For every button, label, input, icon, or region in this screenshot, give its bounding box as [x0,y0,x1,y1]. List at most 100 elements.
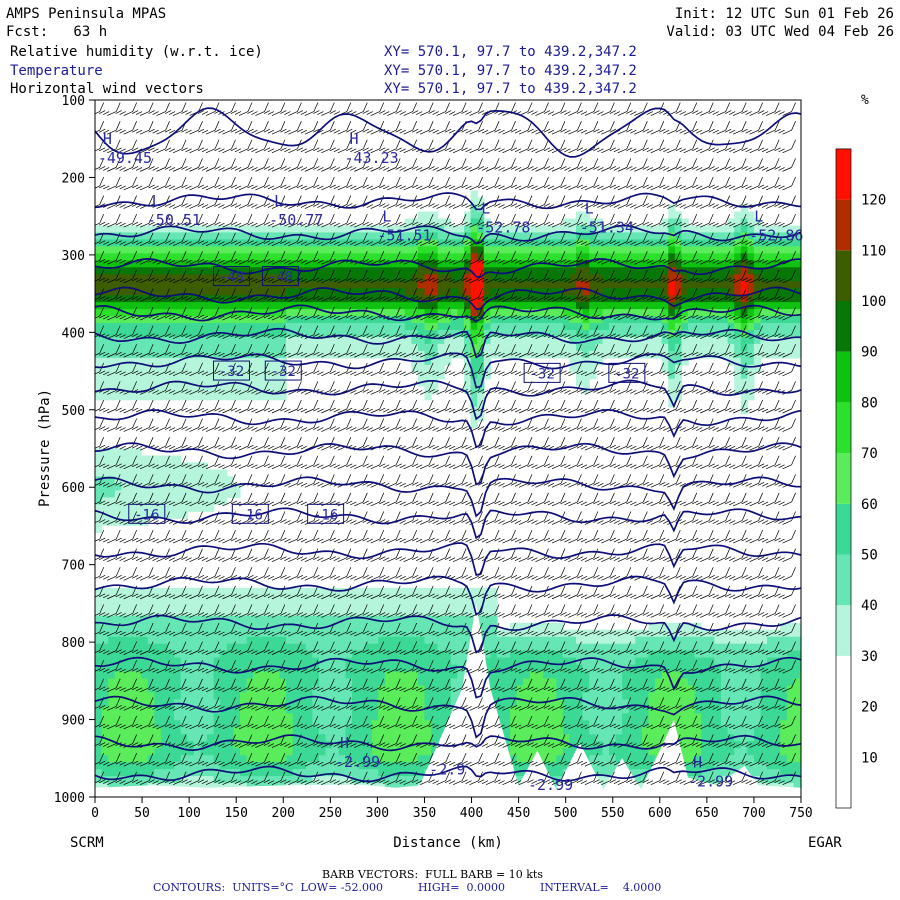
wind-barb [774,176,796,191]
wind-barb [329,715,352,730]
wind-barb [560,121,582,135]
wind-barb [626,622,648,637]
wind-barb [510,437,533,451]
wind-barb [477,176,500,191]
wind-barb [230,102,253,116]
wind-barb [148,381,170,395]
wind-barb [181,251,203,265]
wind-barb [593,715,615,730]
wind-barb [247,362,269,377]
wind-barb [461,232,483,247]
wind-barb [346,381,368,395]
wind-barb [428,622,450,637]
wind-barb [560,697,582,711]
wind-barb [296,641,319,655]
wind-barb [708,567,731,581]
wind-barb [247,567,269,581]
wind-barb [725,492,747,507]
wind-barb [131,697,154,711]
wind-barb [741,511,763,525]
wind-barb [626,399,648,414]
wind-barb [444,715,467,730]
wind-barb [461,511,483,525]
wind-barb [708,492,731,507]
wind-barb [494,399,516,414]
wind-barb [576,325,599,339]
wind-barb [296,585,319,600]
wind-barb [412,492,434,507]
wind-barb [296,344,319,358]
wind-barb [329,269,352,284]
wind-barb [675,325,698,339]
wind-barb [510,548,533,563]
wind-barb [741,121,763,135]
wind-barb [99,213,121,228]
wind-barb [527,381,549,395]
wind-barb [543,734,566,748]
extremum-type-label: H [349,130,358,148]
wind-barb [115,251,137,265]
wind-barb [626,641,648,655]
wind-barb [576,344,599,358]
wind-barb [346,213,368,228]
wind-barb [313,548,335,563]
wind-barb [214,418,236,432]
wind-barb [379,139,401,154]
wind-barb [741,697,763,711]
y-tick-label: 1000 [54,791,85,806]
wind-barb [247,158,269,172]
wind-barb [477,251,500,265]
wind-barb [148,437,170,451]
extremum-value-label: -50.51 [147,211,201,229]
wind-barb [725,213,747,228]
wind-barb [263,753,286,767]
wind-barb [494,158,516,172]
wind-barb [197,660,220,674]
wind-barb [444,306,467,321]
wind-barb [444,622,467,637]
wind-barb [197,362,220,377]
wind-barb [593,455,615,470]
wind-barb [543,604,566,618]
wind-barb [477,455,500,470]
wind-barb [757,641,780,655]
wind-barb [461,176,483,191]
wind-barb [99,734,121,748]
contour-label: -32 [529,366,554,382]
y-tick-label: 200 [62,171,85,186]
wind-barb [346,753,368,767]
wind-barb [510,492,533,507]
wind-barb [642,734,665,748]
wind-barb [148,288,170,302]
extremum-type-label: L [585,200,594,218]
wind-barb [95,399,105,412]
wind-barb [444,753,467,767]
wind-barb [692,474,714,488]
wind-barb [543,325,566,339]
wind-barb [230,715,253,730]
wind-barb [725,437,747,451]
wind-barb [757,697,780,711]
wind-barb [527,529,549,544]
wind-barb [313,678,335,693]
wind-barb [741,753,763,767]
wind-barb [659,715,681,730]
colorbar-swatch [836,301,851,352]
wind-barb [164,306,187,321]
wind-barb [247,102,269,116]
wind-barb [296,139,319,154]
extremum-value-label: -2.9 [429,761,465,779]
wind-barb [263,511,286,525]
wind-barb [214,213,236,228]
wind-barb [510,288,533,302]
wind-barb [609,437,632,451]
wind-barb [708,437,731,451]
wind-barb [181,121,203,135]
wind-barb [99,604,121,618]
wind-barb [362,641,385,655]
wind-barb [609,678,632,693]
wind-barb [741,158,763,172]
wind-barb [247,604,269,618]
wind-barb [181,585,203,600]
wind-barb [560,585,582,600]
